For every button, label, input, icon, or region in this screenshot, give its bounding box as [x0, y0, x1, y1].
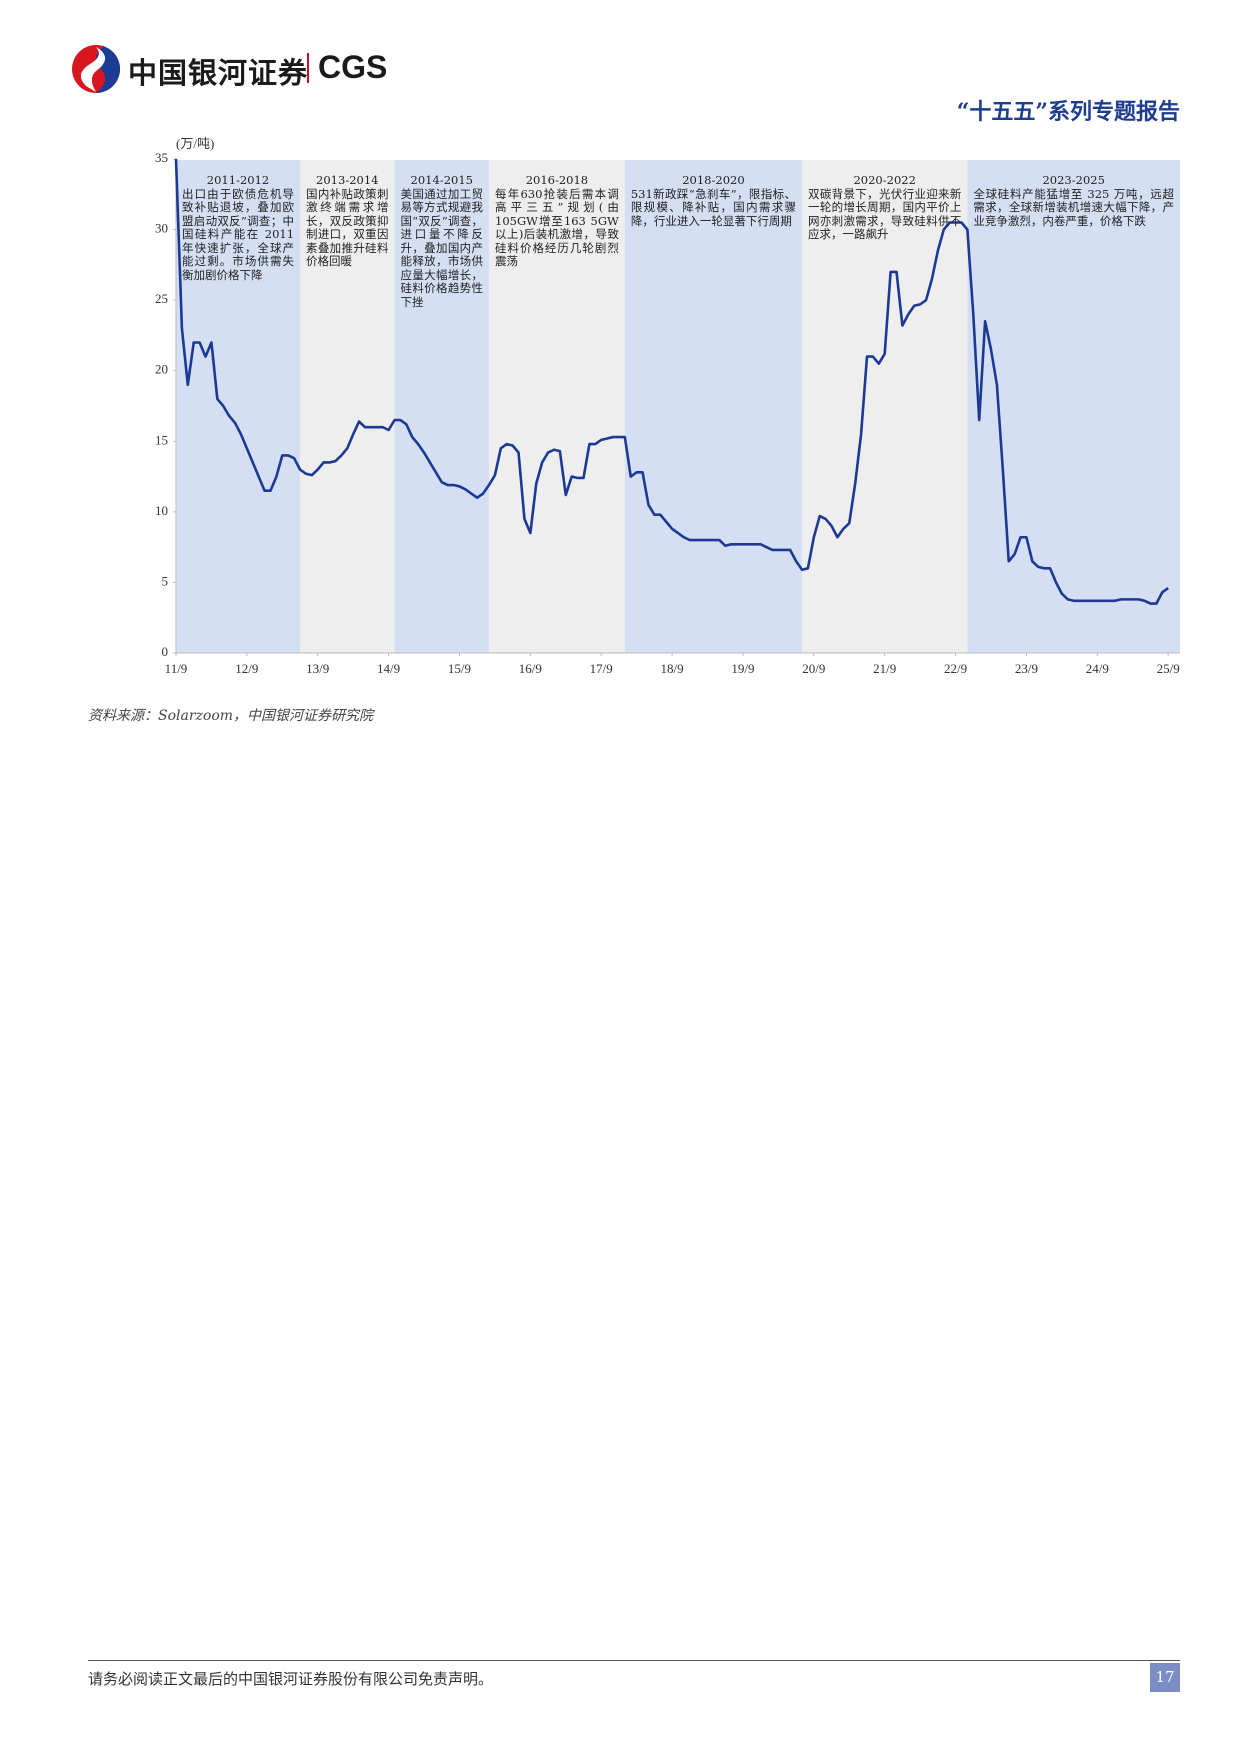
period-label: 2016-2018 — [525, 173, 589, 187]
footer-rule — [88, 1660, 1180, 1661]
y-tick-label: 20 — [155, 362, 168, 377]
period-note: 2020-2022 双碳背景下，光伏行业迎来新一轮的增长周期，国内平价上网亦刺激需… — [808, 173, 962, 242]
disclaimer: 请务必阅读正文最后的中国银河证券股份有限公司免责声明。 — [88, 1670, 494, 1688]
period-band — [489, 160, 625, 653]
y-tick-label: 0 — [162, 644, 169, 659]
y-axis-label: (万/吨) — [176, 136, 214, 151]
period-note: 2016-2018 每年630抢装后需本调高平三五”规划(由105GW增至163 … — [495, 173, 619, 269]
y-tick-label: 5 — [162, 573, 169, 588]
period-text: 出口由于欧债危机导致补贴退坡，叠加欧盟启动双反”调查；中国硅料产能在 2011 … — [182, 186, 295, 282]
x-tick-label: 17/9 — [590, 661, 613, 676]
period-text: 531新政踩“急刹车”，限指标、限规模、降补贴，国内需求骤降，行业进入一轮显著下… — [630, 186, 797, 228]
x-tick-label: 22/9 — [944, 661, 967, 676]
x-tick-label: 18/9 — [661, 661, 684, 676]
x-tick-label: 12/9 — [235, 661, 258, 676]
y-tick-label: 15 — [155, 432, 168, 447]
period-label: 2023-2025 — [1042, 173, 1105, 187]
period-band — [300, 160, 395, 653]
period-text: 每年630抢装后需本调高平三五”规划(由105GW增至163 5GW以上)后装机… — [495, 186, 619, 268]
x-tick-label: 15/9 — [448, 661, 471, 676]
period-text: 美国通过加工贸易等方式规避我国“双反”调查，进口量不降反升，叠加国内产能释放，市… — [400, 186, 483, 309]
x-tick-label: 19/9 — [731, 661, 754, 676]
period-label: 2020-2022 — [853, 173, 916, 187]
period-label: 2018-2020 — [682, 173, 745, 187]
period-note: 2018-2020 531新政踩“急刹车”，限指标、限规模、降补贴，国内需求骤降，… — [630, 173, 797, 228]
x-tick-label: 21/9 — [873, 661, 896, 676]
period-band — [624, 160, 803, 653]
page-number: 17 — [1150, 1663, 1180, 1692]
x-tick-label: 24/9 — [1086, 661, 1109, 676]
x-tick-label: 20/9 — [802, 661, 825, 676]
brand-name: 中国银河证券 — [128, 56, 309, 90]
x-tick-label: 13/9 — [306, 661, 329, 676]
period-label: 2013-2014 — [316, 173, 379, 187]
source-note: 资料来源：Solarzoom，中国银河证券研究院 — [88, 708, 374, 724]
x-tick-label: 11/9 — [165, 661, 188, 676]
brand-name-en: CGS — [318, 49, 388, 85]
period-label: 2014-2015 — [410, 173, 473, 187]
period-label: 2011-2012 — [206, 173, 270, 187]
y-tick-label: 25 — [155, 291, 168, 306]
x-tick-label: 23/9 — [1015, 661, 1038, 676]
y-tick-label: 10 — [155, 503, 168, 518]
price-line — [174, 158, 1169, 605]
period-note: 2013-2014 国内补贴政策刺激终端需求增长，双反政策抑制进口，双重因素叠加推… — [306, 173, 389, 269]
x-tick-label: 25/9 — [1157, 661, 1180, 676]
period-band — [967, 160, 1180, 653]
y-tick-label: 35 — [155, 150, 168, 165]
period-note: 2023-2025 全球硅料产能猛增至 325 万吨，远超需求，全球新增装机增速大… — [973, 173, 1174, 228]
x-tick-label: 14/9 — [377, 661, 400, 676]
chart: 0 5 10 15 20 25 30 35 11/9 12/9 13/9 14/9 15/9 16/9 17… — [155, 136, 1180, 676]
x-tick-label: 16/9 — [519, 661, 542, 676]
period-band — [394, 160, 490, 653]
period-text: 全球硅料产能猛增至 325 万吨，远超需求，全球新增装机增速大幅下降，产业竞争激… — [973, 186, 1174, 228]
report-title: “十五五”系列专题报告 — [956, 99, 1180, 125]
period-note: 2011-2012 出口由于欧债危机导致补贴退坡，叠加欧盟启动双反”调查；中国硅料… — [182, 173, 295, 282]
brand-divider — [307, 53, 309, 83]
period-note: 2014-2015 美国通过加工贸易等方式规避我国“双反”调查，进口量不降反升，叠… — [400, 173, 483, 309]
y-tick-label: 30 — [155, 221, 168, 236]
logo — [72, 45, 120, 93]
period-band — [176, 160, 301, 653]
period-text: 双碳背景下，光伏行业迎来新一轮的增长周期，国内平价上网亦刺激需求，导致硅料供不应… — [808, 186, 962, 241]
period-text: 国内补贴政策刺激终端需求增长，双反政策抑制进口，双重因素叠加推升硅料价格回暖 — [306, 186, 389, 268]
